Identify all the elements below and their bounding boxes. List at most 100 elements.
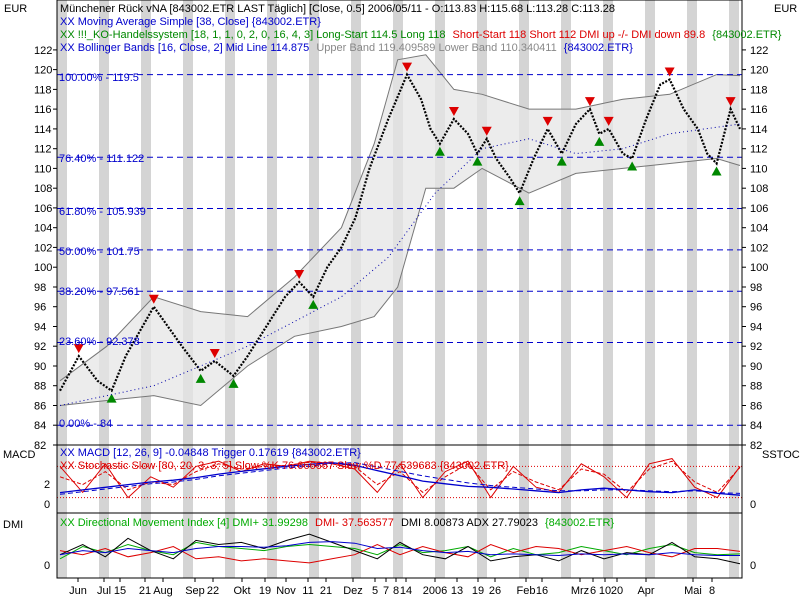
buy-signal-marker [434, 146, 445, 156]
x-tick-label: 21 [139, 585, 151, 597]
period-stripe [225, 0, 235, 578]
y-tick-label-right: 96 [750, 302, 762, 314]
sell-signal-marker [73, 344, 84, 354]
y-tick-label-right: 86 [750, 401, 762, 413]
dmi-legend-c: DMI 8.00873 ADX 27.79023 [401, 517, 538, 529]
fib-label: 76.40% - 111.122 [59, 153, 144, 165]
x-tick-label: 6 [590, 585, 596, 597]
x-tick-label: 8 [393, 585, 399, 597]
period-stripe [435, 0, 445, 578]
x-tick-label: 21 [320, 585, 332, 597]
y-tick-label-right: 92 [750, 341, 762, 353]
y-tick-label-left: 90 [34, 361, 46, 373]
y-tick-label-left: 86 [34, 401, 46, 413]
y-tick-label-right: 88 [750, 381, 762, 393]
x-tick-label: Mai [684, 585, 702, 597]
buy-signal-marker [627, 161, 638, 171]
x-tick-label: 26 [489, 585, 501, 597]
buy-signal-marker [228, 378, 239, 388]
x-tick-label: 7 [383, 585, 389, 597]
dmi-legend-b: DMI- 37.563577 [315, 517, 394, 529]
x-tick-label: Dez [343, 585, 363, 597]
period-stripe [729, 0, 739, 578]
x-tick-label: 8 [709, 585, 715, 597]
x-tick-label: 16 [536, 585, 548, 597]
dmi-line [59, 533, 741, 565]
x-tick-label: 14 [400, 585, 412, 597]
x-tick-label: Nov [276, 585, 296, 597]
y-tick-label-right: 104 [750, 223, 768, 235]
bollinger-fill [60, 54, 740, 406]
x-tick-label: 20 [611, 585, 623, 597]
currency-right: EUR [774, 3, 797, 15]
period-stripe [477, 0, 487, 578]
x-tick-label: Okt [233, 585, 250, 597]
y-tick-label-left: 94 [34, 322, 46, 334]
buy-signal-marker [514, 196, 525, 206]
y-tick-label-right: 110 [750, 163, 768, 175]
bb-legend: XX Bollinger Bands [16, Close, 2] Mid Li… [60, 42, 633, 54]
dmi-legend: XX Directional Movement Index [4] DMI+ 3… [60, 517, 614, 529]
period-stripe [267, 0, 277, 578]
y-tick-label-right: 118 [750, 84, 768, 96]
period-stripe [57, 0, 67, 578]
dmi-plus-line [59, 541, 741, 560]
ko-legend-b: Short-Start 118 Short 112 DMI up -/- DMI… [453, 29, 706, 41]
y-tick-label-left: 100 [34, 262, 52, 274]
sell-signal-marker [148, 294, 159, 304]
period-stripe [519, 0, 529, 578]
x-tick-label: Jun [69, 585, 87, 597]
period-stripe [687, 0, 697, 578]
ko-legend-a: XX !!!_KO-Handelssystem [18, 1, 1, 0, 2,… [60, 29, 445, 41]
x-tick-label: 2006 [423, 585, 447, 597]
x-tick-label: 5 [372, 585, 378, 597]
y-tick-label-left: 88 [34, 381, 46, 393]
y-tick-label-left: 122 [34, 45, 52, 57]
bb-legend-b: Upper Band 119.409589 Lower Band 110.340… [316, 42, 556, 54]
y-tick-label-right: 98 [750, 282, 762, 294]
fib-label: 23.60% - 92.378 [59, 336, 140, 348]
y-tick-label-left: 106 [34, 203, 52, 215]
dmi-legend-a: XX Directional Movement Index [4] DMI+ 3… [60, 517, 308, 529]
buy-signal-marker [308, 299, 319, 309]
currency-left: EUR [4, 3, 27, 15]
y-tick-label-left: 104 [34, 223, 52, 235]
y-tick-label-left: 116 [34, 104, 52, 116]
ko-legend-c: {843002.ETR} [712, 29, 781, 41]
x-tick-label: Feb [517, 585, 536, 597]
bb-legend-a: XX Bollinger Bands [16, Close, 2] Mid Li… [60, 42, 309, 54]
buy-signal-marker [106, 393, 117, 403]
sell-signal-marker [725, 97, 736, 107]
dmi-legend-d: {843002.ETR} [545, 517, 614, 529]
macd-tick: 0 [44, 499, 50, 511]
x-tick-label: 13 [451, 585, 463, 597]
period-stripe [645, 0, 655, 578]
fib-label: 0.00% - 84 [59, 418, 112, 430]
macd-tick: 2 [44, 479, 50, 491]
x-tick-label: Sep [185, 585, 205, 597]
sell-signal-marker [664, 67, 675, 77]
x-tick-label: 10 [599, 585, 611, 597]
ma-legend: XX Moving Average Simple [38, Close] {84… [60, 16, 321, 28]
y-tick-label-right: 112 [750, 144, 768, 156]
period-stripe [561, 0, 571, 578]
macd-legend: XX MACD [12, 26, 9] -0.04848 Trigger 0.1… [60, 447, 361, 459]
y-tick-label-right: 116 [750, 104, 768, 116]
x-tick-label: Aug [153, 585, 173, 597]
buy-signal-marker [195, 373, 206, 383]
buy-signal-marker [472, 156, 483, 166]
y-tick-label-left: 82 [34, 440, 46, 452]
adx-line [59, 541, 740, 557]
buy-signal-marker [711, 166, 722, 176]
y-tick-label-left: 120 [34, 65, 52, 77]
y-tick-label-left: 108 [34, 183, 52, 195]
y-tick-label-right: 106 [750, 203, 768, 215]
fib-label: 100.00% - 119.5 [59, 72, 139, 84]
y-tick-label-right: 108 [750, 183, 768, 195]
sell-signal-marker [603, 116, 614, 126]
stoch-legend: XX Stochastic Slow [80, 20, 3, 3, 5] Slo… [60, 460, 509, 472]
dmi-panel-label: DMI [3, 519, 23, 531]
sell-signal-marker [584, 97, 595, 107]
buy-signal-marker [594, 136, 605, 146]
